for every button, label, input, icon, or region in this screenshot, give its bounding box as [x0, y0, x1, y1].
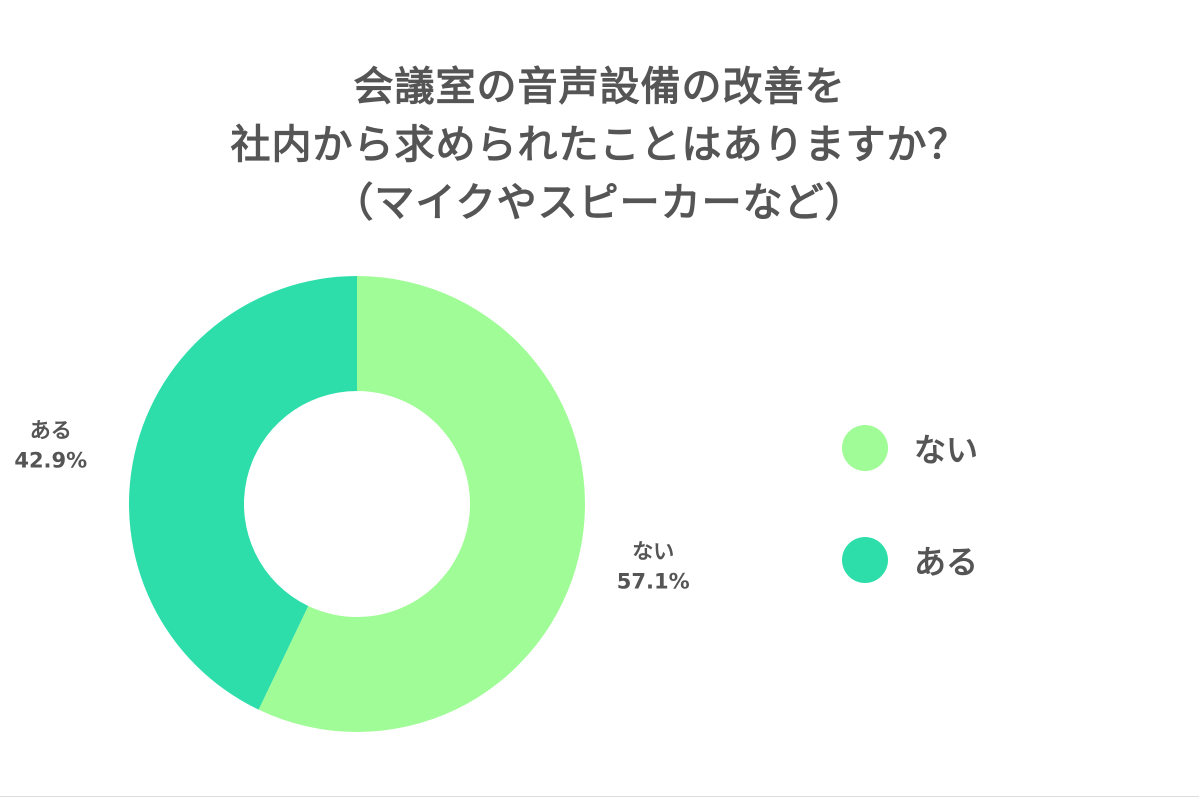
slice-label-category-aru: ある	[30, 419, 72, 443]
legend-label-nai: ない	[914, 431, 979, 469]
slice-label-value-nai: 57.1%	[617, 569, 690, 593]
donut-slice-aru	[129, 276, 357, 710]
chart-title: 会議室の音声設備の改善を 社内から求められたことはありますか？ （マイクやスピー…	[0, 58, 1199, 232]
bottom-divider	[0, 796, 1199, 797]
slice-label-category-nai: ない	[632, 539, 674, 563]
chart-title-line-2: 社内から求められたことはありますか？	[230, 122, 969, 168]
legend-item-nai: ない	[842, 420, 978, 476]
slice-label-value-aru: 42.9%	[14, 449, 87, 473]
legend-item-aru: ある	[842, 532, 978, 588]
legend-label-aru: ある	[914, 543, 979, 581]
chart-legend: ない ある	[842, 420, 978, 644]
donut-slice-nai	[258, 276, 586, 732]
legend-swatch-nai	[842, 425, 888, 471]
legend-swatch-aru	[842, 537, 888, 583]
chart-title-line-3: （マイクやスピーカーなど）	[333, 180, 866, 226]
chart-title-line-1: 会議室の音声設備の改善を	[353, 64, 846, 110]
